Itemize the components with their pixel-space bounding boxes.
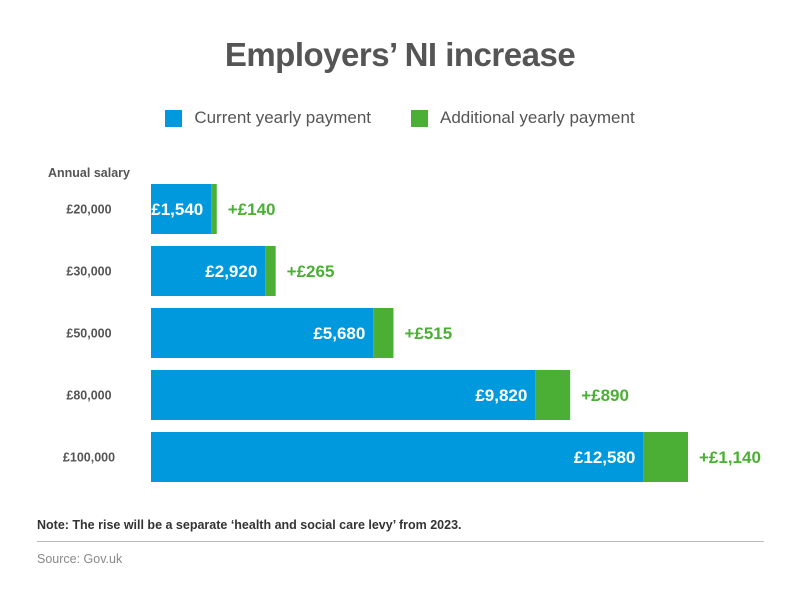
data-label-additional: +£1,140 <box>699 448 761 467</box>
bar-current <box>151 308 374 358</box>
legend-item-additional: Additional yearly payment <box>411 108 635 128</box>
bar-additional <box>265 246 276 296</box>
legend-swatch-current <box>165 109 183 127</box>
data-label-additional: +£890 <box>581 386 629 405</box>
bar-additional <box>211 184 217 234</box>
divider <box>37 541 764 542</box>
bar-current <box>151 432 644 482</box>
data-label-current: £5,680 <box>313 324 365 343</box>
data-label-additional: +£140 <box>228 200 276 219</box>
category-label: £30,000 <box>66 265 111 279</box>
footnote: Note: The rise will be a separate ‘healt… <box>37 518 462 532</box>
legend-swatch-additional <box>411 109 428 127</box>
legend-label-additional: Additional yearly payment <box>440 108 635 127</box>
category-axis-label: Annual salary <box>48 166 130 180</box>
data-label-additional: +£515 <box>404 324 452 343</box>
data-label-current: £1,540 <box>151 200 203 219</box>
category-label: £20,000 <box>66 203 111 217</box>
data-label-current: £12,580 <box>574 448 635 467</box>
bar-current <box>151 370 536 420</box>
data-label-additional: +£265 <box>287 262 335 281</box>
legend: Current yearly payment Additional yearly… <box>0 108 800 128</box>
category-label: £100,000 <box>63 451 115 465</box>
category-label: £80,000 <box>66 389 111 403</box>
category-label: £50,000 <box>66 327 111 341</box>
bar-additional <box>535 370 571 420</box>
bar-current <box>151 184 212 234</box>
bars-group: £20,000 £1,540 +£140 £30,000 £2,920 +£265 £50,… <box>63 184 761 482</box>
data-label-current: £9,820 <box>475 386 527 405</box>
legend-item-current: Current yearly payment <box>165 108 371 128</box>
chart-title: Employers’ NI increase <box>224 36 576 73</box>
data-label-current: £2,920 <box>205 262 257 281</box>
legend-label-current: Current yearly payment <box>194 108 371 127</box>
bar-current <box>151 246 266 296</box>
bar-additional <box>643 432 688 482</box>
source-text: Source: Gov.uk <box>37 552 123 566</box>
bar-additional <box>373 308 394 358</box>
